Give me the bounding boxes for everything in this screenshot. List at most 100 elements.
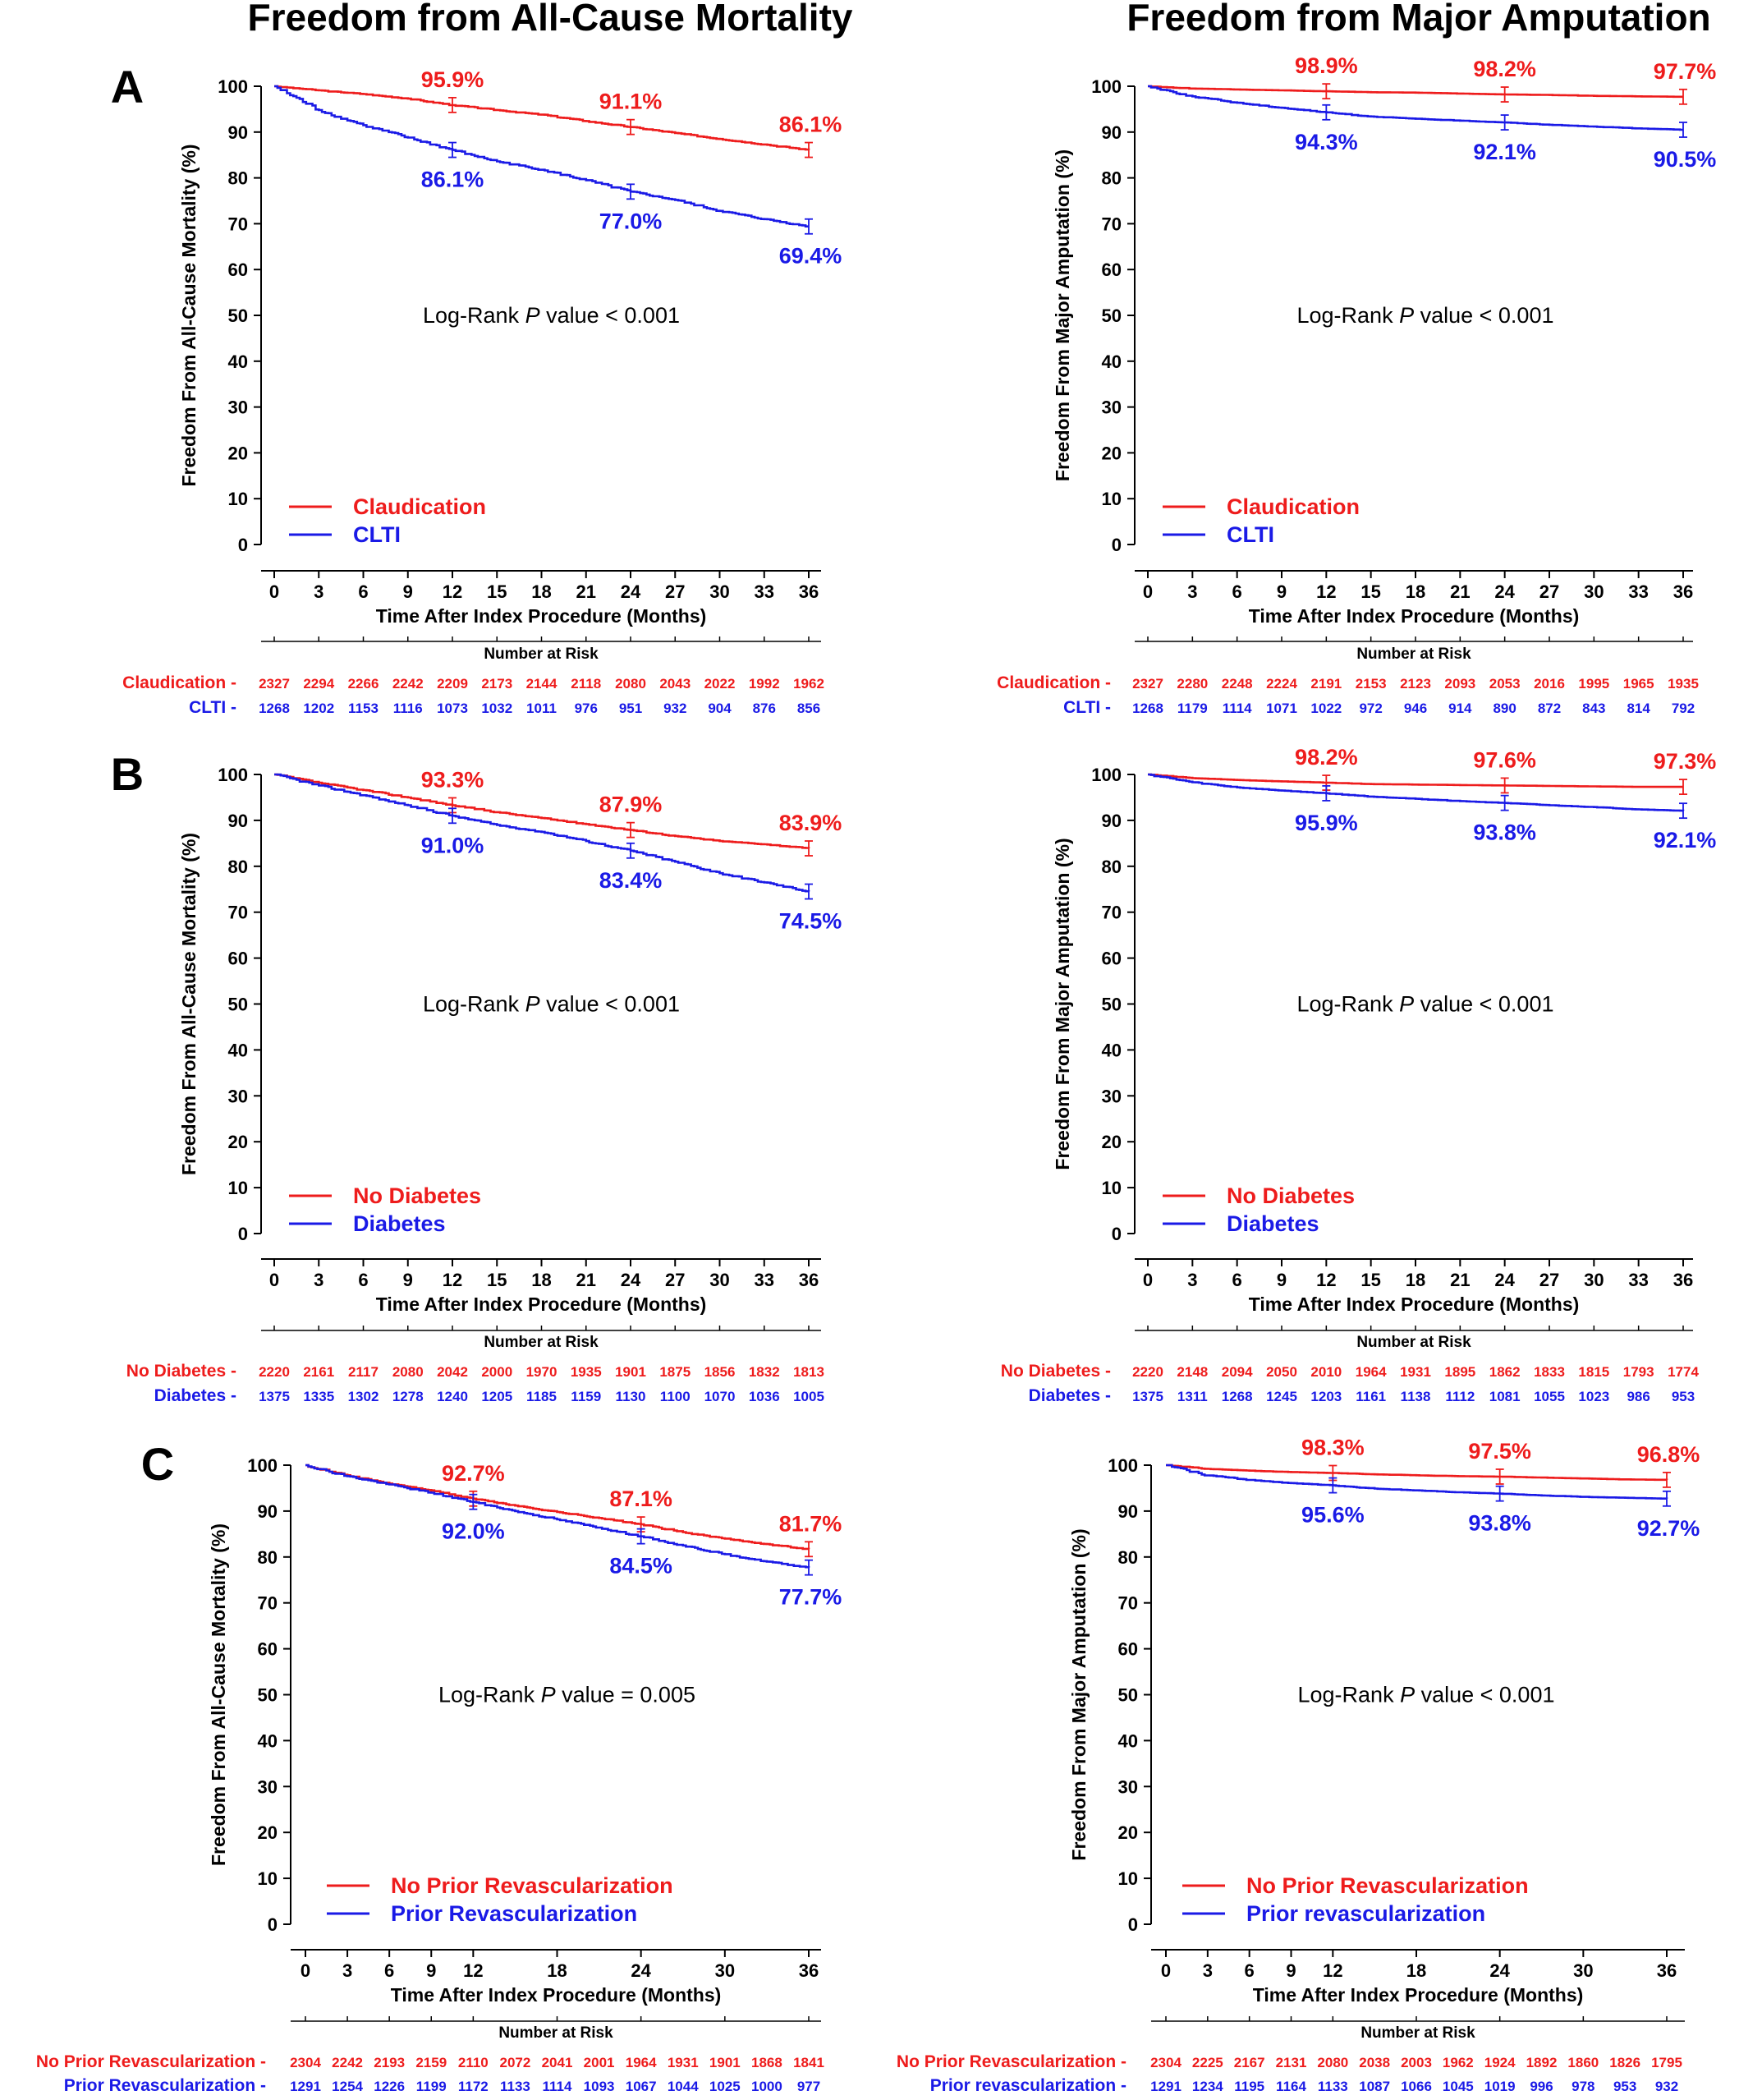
percent-label: 97.5% [1468, 1439, 1531, 1464]
x-tick-label: 30 [1584, 1270, 1604, 1290]
risk-count: 2050 [1266, 1364, 1297, 1380]
risk-count: 2220 [1132, 1364, 1163, 1380]
y-tick-label: 100 [1108, 1455, 1138, 1476]
risk-count: 1133 [1318, 2079, 1348, 2094]
y-tick-label: 10 [1118, 1868, 1138, 1889]
risk-table-title: Number at Risk [1360, 2024, 1475, 2042]
y-tick-label: 90 [1102, 811, 1122, 831]
percent-label: 83.4% [599, 868, 663, 893]
y-tick-label: 40 [1102, 352, 1122, 372]
y-tick-label: 70 [228, 903, 248, 923]
risk-row-blue: CLTI - 1268 1179 1114 1071 1022 972 946 914 890 87… [1063, 698, 1695, 717]
risk-count: 1895 [1444, 1364, 1475, 1380]
percent-label: 81.7% [779, 1511, 842, 1536]
y-tick-label: 60 [228, 260, 248, 280]
risk-count: 1195 [1234, 2079, 1264, 2094]
x-tick-label: 12 [463, 1960, 483, 1981]
logrank-annotation: Log-Rank P value < 0.001 [1297, 992, 1554, 1017]
risk-count: 2123 [1400, 676, 1431, 692]
y-tick-label: 0 [238, 1224, 248, 1244]
risk-count: 2010 [1310, 1364, 1342, 1380]
legend-label: Diabetes [353, 1211, 446, 1236]
y-tick-label: 100 [218, 765, 248, 785]
percent-label: 83.9% [779, 811, 842, 835]
x-tick-label: 21 [1450, 1270, 1470, 1290]
legend-label: No Prior Revascularization [1246, 1873, 1529, 1898]
risk-count: 2248 [1222, 676, 1253, 692]
x-axis: 0 3 6 9 12 15 18 21 24 27 30 33 36 [261, 1258, 821, 1290]
risk-count: 2110 [458, 2055, 489, 2070]
x-tick-label: 24 [1494, 1270, 1515, 1290]
y-tick-label: 40 [258, 1730, 278, 1751]
risk-count: 1081 [1489, 1389, 1521, 1404]
y-tick-label: 70 [258, 1593, 278, 1614]
y-tick-label: 30 [228, 397, 248, 418]
x-tick-label: 15 [1360, 1270, 1380, 1290]
risk-count: 1161 [1356, 1389, 1386, 1404]
risk-count: 1291 [1150, 2079, 1182, 2094]
legend-label: Prior Revascularization [391, 1901, 637, 1926]
x-tick-label: 12 [443, 1270, 462, 1290]
y-tick-label: 0 [1112, 535, 1122, 555]
x-tick-label: 33 [1628, 581, 1648, 602]
y-tick-label: 50 [1102, 306, 1122, 326]
risk-count: 1019 [1484, 2079, 1516, 2094]
y-tick-label: 10 [1102, 489, 1122, 509]
x-tick-label: 9 [403, 1270, 413, 1290]
risk-count: 1202 [303, 701, 334, 716]
series-blue: 86.1% 77.0% 69.4% CLTI [274, 85, 842, 547]
risk-count: 932 [663, 701, 686, 716]
risk-count: 2209 [437, 676, 468, 692]
percent-label: 77.0% [599, 209, 663, 233]
y-tick-label: 80 [228, 857, 248, 877]
risk-count: 914 [1448, 701, 1472, 716]
risk-count: 814 [1627, 701, 1650, 716]
percent-label: 93.3% [421, 767, 484, 792]
x-tick-label: 15 [487, 1270, 507, 1290]
y-axis-title: Freedom From All-Cause Mortality (%) [178, 833, 200, 1175]
risk-count: 2041 [542, 2055, 573, 2070]
risk-count: 1291 [290, 2079, 321, 2094]
y-tick-label: 50 [1102, 995, 1122, 1015]
risk-count: 1205 [481, 1389, 512, 1404]
km-curve [1148, 773, 1685, 812]
y-tick-label: 50 [258, 1685, 278, 1706]
percent-label: 96.8% [1637, 1442, 1700, 1467]
x-tick-label: 36 [1673, 581, 1693, 602]
x-tick-label: 3 [314, 1270, 323, 1290]
risk-count: 2161 [303, 1364, 334, 1380]
x-axis: 0 3 6 9 12 18 24 30 36 [291, 1949, 821, 1981]
y-tick-label: 90 [258, 1501, 278, 1522]
x-tick-label: 9 [1277, 581, 1287, 602]
series-blue: 95.6% 93.8% 92.7% Prior revascularization [1166, 1464, 1700, 1926]
risk-table-title: Number at Risk [1356, 646, 1471, 663]
logrank-annotation: Log-Rank P value < 0.001 [423, 303, 680, 328]
risk-row-blue: Prior Revascularization - 1291 1254 1226 119… [64, 2076, 820, 2095]
x-tick-label: 33 [1628, 1270, 1648, 1290]
y-tick-label: 70 [228, 214, 248, 234]
risk-count: 1813 [793, 1364, 824, 1380]
risk-row-label: CLTI - [189, 698, 236, 717]
risk-count: 2191 [1310, 676, 1342, 692]
series-red: 98.2% 97.6% 97.3% No Diabetes [1148, 745, 1716, 1208]
y-tick-label: 70 [1102, 214, 1122, 234]
risk-table-title: Number at Risk [484, 646, 599, 663]
y-tick-label: 60 [1102, 260, 1122, 280]
risk-count: 1066 [1401, 2079, 1432, 2094]
x-tick-label: 3 [1187, 1270, 1197, 1290]
risk-count: 1114 [543, 2079, 572, 2094]
risk-count: 792 [1672, 701, 1695, 716]
risk-count: 2131 [1276, 2055, 1307, 2070]
x-axis: 0 3 6 9 12 15 18 21 24 27 30 33 36 [261, 570, 821, 602]
y-tick-label: 30 [1102, 1086, 1122, 1106]
risk-count: 2022 [704, 676, 736, 692]
risk-count: 1240 [437, 1389, 468, 1404]
risk-count: 1962 [1443, 2055, 1474, 2070]
series-red: 95.9% 91.1% 86.1% Claudication [274, 67, 842, 519]
risk-count: 972 [1359, 701, 1382, 716]
risk-count: 2144 [526, 676, 557, 692]
legend-label: Claudication [1227, 494, 1360, 519]
x-tick-label: 33 [755, 581, 774, 602]
series-red: 92.7% 87.1% 81.7% No Prior Revascularizatio… [305, 1461, 842, 1898]
